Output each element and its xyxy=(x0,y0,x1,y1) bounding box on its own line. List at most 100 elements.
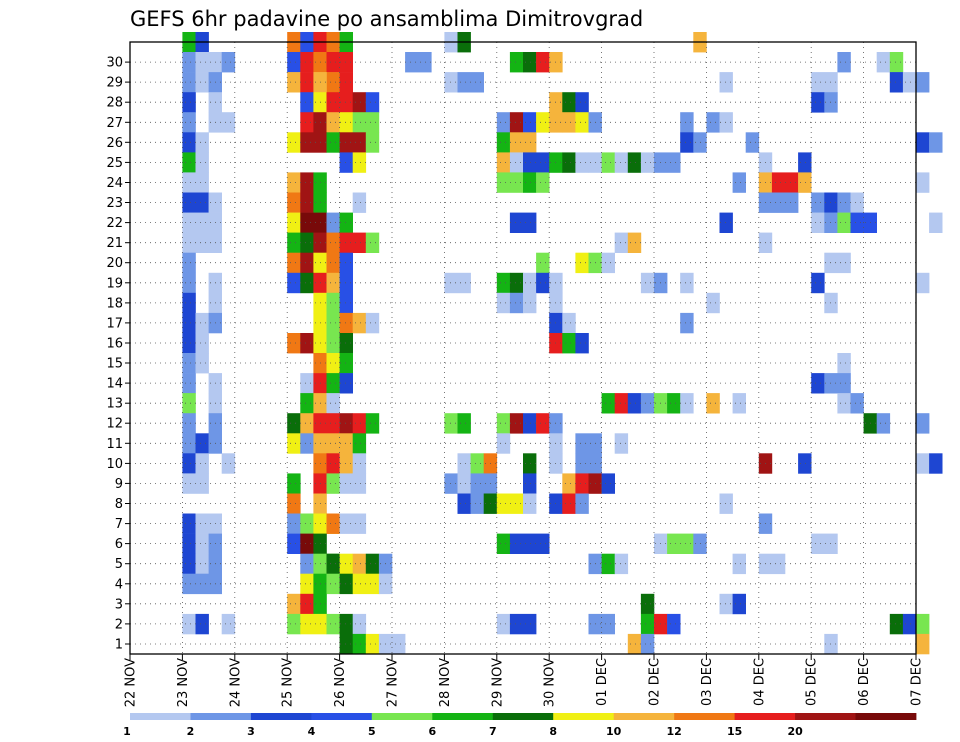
cell-member-16-9 xyxy=(562,312,576,334)
cell-member-1-2 xyxy=(221,613,236,635)
cell-member-10-10 xyxy=(614,433,629,454)
cell-member-13-7 xyxy=(824,373,851,394)
cell-member-17-6 xyxy=(509,292,524,314)
cell-member-23-1 xyxy=(287,172,301,193)
y-tick-label-22: 22 xyxy=(106,216,123,231)
cell-member-4-1 xyxy=(195,553,209,575)
cell-member-20-7 xyxy=(614,232,629,253)
cell-member-3-1 xyxy=(300,573,314,595)
cell-member-21-4 xyxy=(339,212,353,233)
cell-member-15-5 xyxy=(326,333,340,354)
legend-swatch-11 xyxy=(795,713,856,720)
legend-level-7: 7 xyxy=(489,725,497,738)
cell-member-18-15 xyxy=(680,272,694,294)
cell-member-18-7 xyxy=(444,272,471,294)
cell-member-9-8 xyxy=(470,453,484,474)
cell-member-25-6 xyxy=(365,132,380,153)
cell-member-1-10 xyxy=(588,613,615,635)
x-tick-label-15: 07 DEC xyxy=(910,658,925,706)
cell-member-18-5 xyxy=(326,272,340,294)
cell-member-9-7 xyxy=(457,453,471,474)
y-tick-label-16: 16 xyxy=(106,337,123,352)
cell-member-24-12 xyxy=(614,152,629,173)
cell-member-24-8 xyxy=(562,152,576,173)
cell-member-1-15 xyxy=(902,613,917,635)
cell-member-28-10 xyxy=(719,72,733,93)
cell-member-29-8 xyxy=(509,52,524,73)
cell-member-11-11 xyxy=(496,413,511,434)
y-tick-label-4: 4 xyxy=(115,577,123,592)
cell-member-15-3 xyxy=(300,333,314,354)
y-tick-label-5: 5 xyxy=(115,557,123,572)
cell-member-25-3 xyxy=(300,132,327,153)
cell-member-16-0 xyxy=(182,312,196,334)
cell-member-27-6 xyxy=(365,92,380,113)
cell-member-3-0 xyxy=(182,573,222,595)
cell-member-26-10 xyxy=(536,112,550,133)
cell-member-24-14 xyxy=(640,152,655,173)
cell-member-21-7 xyxy=(811,212,825,233)
cell-member-17-3 xyxy=(326,292,340,314)
y-tick-label-29: 29 xyxy=(106,76,123,91)
cell-member-9-16 xyxy=(929,453,943,474)
cell-member-4-14 xyxy=(758,553,786,575)
cell-member-11-2 xyxy=(287,413,301,434)
y-tick-label-27: 27 xyxy=(106,116,123,131)
cell-member-23-11 xyxy=(916,172,930,193)
cell-member-12-2 xyxy=(300,393,314,414)
cell-member-1-14 xyxy=(889,613,904,635)
cell-member-29-14 xyxy=(889,52,904,73)
cell-member-8-10 xyxy=(562,473,576,494)
cell-member-25-1 xyxy=(195,132,209,153)
cell-member-9-4 xyxy=(326,453,340,474)
cell-member-24-3 xyxy=(352,152,367,173)
cell-member-9-6 xyxy=(352,453,367,474)
cell-member-28-7 xyxy=(339,72,353,93)
cell-member-8-5 xyxy=(352,473,367,494)
cell-member-0-1 xyxy=(352,633,367,655)
cell-member-4-5 xyxy=(326,553,340,575)
cell-member-2-0 xyxy=(287,593,301,615)
cell-member-13-5 xyxy=(339,373,353,394)
cell-member-17-4 xyxy=(339,292,353,314)
cell-member-24-16 xyxy=(798,152,812,173)
cell-member-4-11 xyxy=(601,553,615,575)
cell-member-28-4 xyxy=(287,72,301,93)
legend-level-10: 10 xyxy=(606,725,622,738)
chart-title: GEFS 6hr padavine po ansamblima Dimitrov… xyxy=(130,7,643,31)
x-tick-label-14: 06 DEC xyxy=(857,658,872,706)
cell-member-26-0 xyxy=(182,112,196,133)
legend-swatch-1 xyxy=(190,713,252,720)
cell-member-29-1 xyxy=(195,52,222,73)
cell-member-18-3 xyxy=(300,272,314,294)
cell-member-3-4 xyxy=(339,573,353,595)
cell-member-21-3 xyxy=(326,212,340,233)
cell-member-22-7 xyxy=(811,192,825,213)
cell-member-16-4 xyxy=(326,312,340,334)
cell-member-4-3 xyxy=(300,553,314,575)
cell-member-2-5 xyxy=(732,593,746,615)
y-tick-label-9: 9 xyxy=(115,477,123,492)
cell-member-24-9 xyxy=(575,152,589,173)
cell-member-5-4 xyxy=(300,533,314,554)
y-tick-label-15: 15 xyxy=(106,357,123,372)
cell-member-24-5 xyxy=(509,152,524,173)
cell-member-20-6 xyxy=(365,232,380,253)
legend-swatch-3 xyxy=(311,713,373,720)
cell-member-7-8 xyxy=(562,493,576,514)
cell-member-1-9 xyxy=(509,613,537,635)
legend-level-6: 6 xyxy=(428,725,436,738)
cell-member-19-7 xyxy=(575,252,589,274)
cell-member-12-8 xyxy=(640,393,655,414)
y-tick-label-30: 30 xyxy=(106,56,123,71)
cell-member-11-5 xyxy=(326,413,340,434)
cell-member-24-2 xyxy=(339,152,353,173)
cell-member-25-13 xyxy=(929,132,943,153)
cell-member-17-9 xyxy=(706,292,720,314)
cell-member-25-7 xyxy=(496,132,511,153)
cell-member-4-8 xyxy=(365,553,380,575)
y-tick-label-23: 23 xyxy=(106,196,123,211)
cell-member-5-6 xyxy=(496,533,511,554)
cell-member-27-5 xyxy=(352,92,367,113)
cell-member-19-5 xyxy=(339,252,353,274)
